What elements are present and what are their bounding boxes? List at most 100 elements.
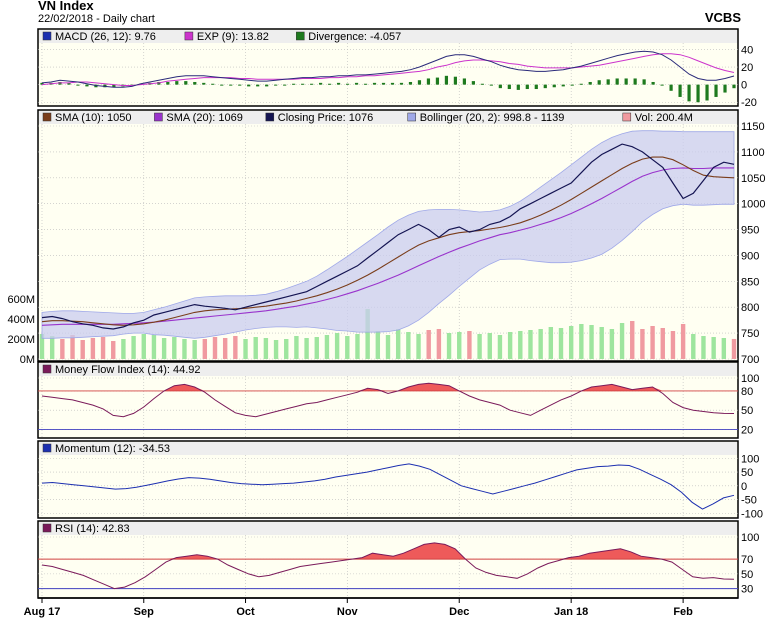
price-y-tick-6: 850 (741, 276, 759, 288)
macd-divergence-bar (543, 84, 547, 89)
volume-bar (100, 337, 106, 359)
mfi-overbought-area (42, 383, 734, 391)
volume-bar (365, 309, 370, 359)
macd-divergence-bar (112, 84, 116, 88)
macd-divergence-bar (336, 82, 341, 85)
macd-line (41, 50, 735, 88)
volume-bar (90, 338, 96, 359)
price-legend-swatch-3 (407, 112, 416, 122)
volume-bar (660, 328, 665, 359)
price-y-tick-2: 1050 (741, 173, 765, 185)
mfi-y-tick-1: 80 (741, 386, 753, 398)
volume-bar (670, 331, 676, 359)
price-y-tick-1: 1100 (741, 147, 765, 159)
volume-bar (446, 333, 452, 359)
mfi-legend-label-0: Money Flow Index (14): 44.92 (55, 364, 201, 376)
broker-brand: VCBS (704, 10, 741, 25)
macd-divergence-bar (274, 84, 278, 86)
volume-bar (436, 329, 442, 359)
chart-title: VN Index (38, 0, 94, 13)
volume-y-tick-0: 600M (7, 294, 35, 306)
volume-bar (111, 341, 116, 359)
rsi-y-tick-2: 50 (741, 569, 753, 581)
volume-bar (304, 338, 309, 359)
macd-divergence-bar (552, 84, 556, 88)
macd-divergence-bar (651, 81, 655, 85)
volume-bar (253, 337, 258, 359)
macd-divergence-bar (166, 81, 170, 85)
volume-bar (507, 332, 513, 359)
volume-bar (619, 323, 625, 359)
rsi-legend-swatch-0 (42, 523, 52, 533)
macd-divergence-bar (714, 84, 718, 97)
volume-bar (345, 336, 350, 359)
macd-divergence-bar (669, 84, 673, 91)
macd-y-tick-3: -20 (741, 97, 757, 109)
macd-divergence-bar (399, 82, 404, 85)
volume-bar (192, 340, 197, 359)
sma10-line (41, 156, 735, 326)
momentum-legend-bar (39, 442, 737, 455)
volume-bar (60, 339, 65, 359)
macd-divergence-bar (642, 79, 646, 85)
volume-bar (284, 339, 289, 359)
price-legend-label-3: Bollinger (20, 2): 998.8 - 1139 (420, 112, 565, 124)
rsi-y-tick-1: 70 (741, 554, 753, 566)
macd-legend-swatch-1 (184, 31, 194, 41)
volume-bar (640, 329, 645, 359)
price-legend-label-2: Closing Price: 1076 (278, 112, 373, 124)
macd-divergence-bar (678, 84, 682, 97)
volume-bar (579, 324, 584, 359)
macd-legend-swatch-2 (296, 31, 305, 41)
volume-bar (538, 329, 543, 359)
price-y-tick-5: 900 (741, 250, 759, 262)
macd-divergence-bar (417, 80, 422, 85)
volume-bar (406, 332, 411, 359)
volume-bar (701, 336, 706, 359)
volume-bar (273, 340, 279, 359)
price-legend-label-4: Vol: 200.4M (635, 112, 693, 124)
macd-divergence-bar (435, 77, 440, 85)
volume-bar (477, 334, 482, 359)
macd-divergence-bar (426, 78, 431, 85)
volume-bar (457, 332, 462, 359)
volume-bar (222, 338, 228, 359)
macd-legend-label-0: MACD (26, 12): 9.76 (55, 31, 156, 43)
macd-divergence-bar (318, 82, 323, 85)
x-tick-label-6: Feb (673, 606, 693, 618)
volume-bar (70, 335, 75, 359)
macd-divergence-bar (561, 84, 565, 87)
price-y-tick-0: 1150 (741, 121, 765, 133)
macd-divergence-bar (597, 80, 601, 85)
x-tick-label-2: Oct (236, 606, 255, 618)
price-legend-bar (39, 111, 737, 124)
rsi-line (41, 542, 735, 590)
volume-bar (721, 338, 727, 359)
price-y-tick-9: 700 (741, 354, 759, 366)
macd-divergence-bar (211, 83, 215, 85)
bollinger-band (41, 130, 735, 339)
chart-subtitle: 22/02/2018 - Daily chart (38, 13, 155, 25)
x-tick-label-0: Aug 17 (24, 606, 61, 618)
macd-divergence-bar (525, 84, 529, 90)
macd-divergence-bar (381, 82, 386, 85)
macd-divergence-bar (372, 82, 377, 85)
macd-divergence-bar (732, 84, 736, 89)
mfi-legend-swatch-0 (42, 364, 52, 374)
macd-divergence-bar (345, 83, 350, 85)
macd-legend-label-1: EXP (9): 13.82 (197, 31, 269, 43)
x-tick-label-5: Jan 18 (554, 606, 588, 618)
x-tick-label-3: Nov (337, 606, 359, 618)
volume-bar (172, 337, 177, 359)
price-legend-label-0: SMA (10): 1050 (55, 112, 131, 124)
volume-bar (589, 325, 594, 359)
macd-divergence-bar (85, 84, 89, 87)
macd-y-tick-1: 20 (741, 62, 753, 74)
macd-divergence-bar (265, 84, 269, 87)
volume-bar (497, 335, 503, 359)
volume-bar (548, 327, 554, 359)
volume-bar (731, 338, 737, 359)
macd-divergence-bar (516, 84, 520, 90)
macd-divergence-bar (633, 78, 637, 85)
